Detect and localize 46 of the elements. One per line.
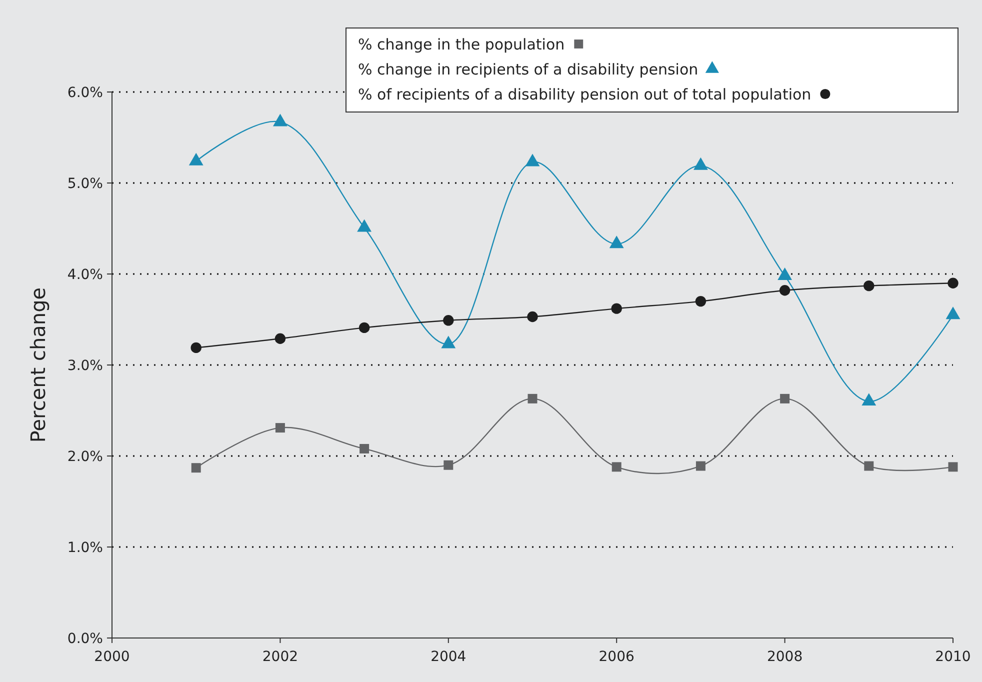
point <box>275 423 285 433</box>
x-tick-label: 2008 <box>766 649 803 665</box>
point <box>948 462 958 472</box>
point <box>272 114 288 126</box>
point <box>188 152 204 166</box>
point <box>612 462 622 472</box>
point <box>779 285 790 296</box>
point <box>191 463 201 473</box>
point <box>611 303 622 314</box>
point <box>948 278 958 288</box>
point <box>357 219 372 232</box>
point <box>864 461 874 471</box>
point <box>528 394 538 404</box>
legend-label: % change in the population <box>358 35 565 54</box>
point <box>696 461 706 471</box>
point <box>778 267 792 280</box>
point <box>946 306 960 320</box>
y-tick-label: 4.0% <box>67 266 103 283</box>
y-tick-label: 6.0% <box>67 84 103 101</box>
y-tick-label: 3.0% <box>67 358 103 374</box>
x-tick-label: 2002 <box>262 649 298 665</box>
point <box>443 315 454 326</box>
y-tick-label: 0.0% <box>67 630 103 647</box>
point <box>441 336 456 348</box>
point <box>358 322 370 334</box>
x-tick-label: 2010 <box>935 649 971 665</box>
y-tick-label: 2.0% <box>67 448 103 465</box>
point <box>609 236 624 248</box>
point <box>693 157 708 170</box>
y-tick-label: 5.0% <box>67 176 103 192</box>
point <box>190 342 202 354</box>
point <box>695 296 706 307</box>
point <box>525 154 540 166</box>
point <box>527 311 538 322</box>
legend-label: % of recipients of a disability pension out of total population <box>358 85 812 104</box>
point <box>864 280 874 292</box>
legend-label: % change in recipients of a disability pension <box>358 60 698 78</box>
point <box>444 460 454 470</box>
point <box>274 333 286 344</box>
y-axis-title: Percent change <box>26 287 50 443</box>
x-tick-label: 2006 <box>598 649 634 665</box>
point <box>360 444 370 454</box>
point <box>780 394 790 404</box>
y-tick-label: 1.0% <box>67 540 103 556</box>
x-tick-label: 2004 <box>430 649 466 665</box>
x-tick-label: 2000 <box>94 649 130 665</box>
